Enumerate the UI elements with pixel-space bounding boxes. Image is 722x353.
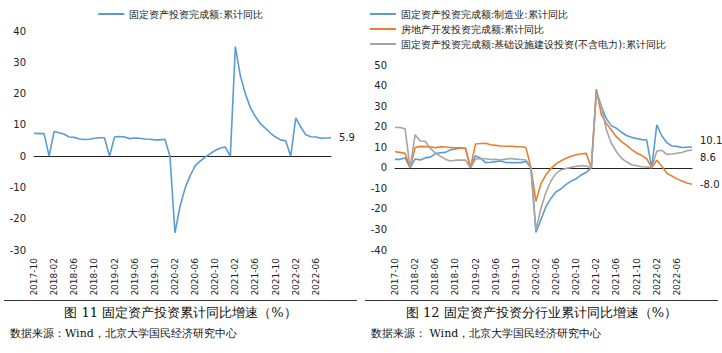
svg-text:0: 0 [20, 151, 26, 162]
svg-text:50: 50 [374, 60, 387, 71]
svg-text:-20: -20 [371, 203, 387, 214]
svg-text:0: 0 [381, 162, 387, 173]
svg-text:2020-02: 2020-02 [170, 258, 180, 296]
svg-text:2021-10: 2021-10 [632, 258, 642, 296]
svg-text:固定资产投资完成额:累计同比: 固定资产投资完成额:累计同比 [129, 9, 262, 20]
svg-text:2021-10: 2021-10 [271, 258, 281, 296]
svg-text:2020-06: 2020-06 [190, 258, 200, 296]
svg-text:2019-02: 2019-02 [110, 258, 120, 296]
svg-text:10: 10 [13, 119, 26, 130]
svg-text:2021-06: 2021-06 [250, 258, 260, 296]
svg-text:2021-02: 2021-02 [230, 258, 240, 296]
svg-text:2022-06: 2022-06 [311, 258, 321, 296]
svg-text:-30: -30 [371, 224, 387, 235]
svg-text:2018-10: 2018-10 [450, 258, 460, 296]
svg-text:2022-02: 2022-02 [291, 258, 301, 296]
svg-text:固定资产投资完成额:制造业:累计同比: 固定资产投资完成额:制造业:累计同比 [401, 9, 568, 20]
svg-text:8.6: 8.6 [700, 152, 716, 163]
svg-text:2020-06: 2020-06 [551, 258, 561, 296]
svg-text:2022-02: 2022-02 [652, 258, 662, 296]
svg-text:10.1: 10.1 [700, 135, 722, 146]
svg-text:30: 30 [374, 101, 387, 112]
svg-text:-20: -20 [10, 213, 26, 224]
svg-text:20: 20 [13, 88, 26, 99]
svg-text:2018-02: 2018-02 [49, 258, 59, 296]
svg-text:2020-02: 2020-02 [531, 258, 541, 296]
svg-text:2019-02: 2019-02 [471, 258, 481, 296]
svg-text:30: 30 [13, 57, 26, 68]
svg-text:20: 20 [374, 121, 387, 132]
svg-text:2021-02: 2021-02 [591, 258, 601, 296]
svg-text:2017-10: 2017-10 [29, 258, 39, 296]
svg-text:40: 40 [374, 80, 387, 91]
svg-text:40: 40 [13, 26, 26, 37]
svg-text:2019-10: 2019-10 [511, 258, 521, 296]
svg-text:-30: -30 [10, 245, 26, 256]
svg-text:2018-06: 2018-06 [430, 258, 440, 296]
svg-text:-8.0: -8.0 [700, 179, 720, 190]
svg-text:2018-06: 2018-06 [69, 258, 79, 296]
svg-text:2018-10: 2018-10 [89, 258, 99, 296]
svg-text:2020-10: 2020-10 [571, 258, 581, 296]
svg-text:-10: -10 [371, 183, 387, 194]
html-text:图 12 固定资产投资分行业累计同比增速（%）: 图 12 固定资产投资分行业累计同比增速（%） [405, 305, 678, 320]
html-text:数据来源：Wind，北京大学国民经济研究中心: 数据来源：Wind，北京大学国民经济研究中心 [10, 327, 237, 340]
svg-text:2022-06: 2022-06 [672, 258, 682, 296]
svg-text:5.9: 5.9 [339, 132, 355, 143]
svg-text:10: 10 [374, 142, 387, 153]
svg-text:2019-06: 2019-06 [491, 258, 501, 296]
svg-text:2019-10: 2019-10 [150, 258, 160, 296]
svg-text:2020-10: 2020-10 [210, 258, 220, 296]
svg-text:固定资产投资完成额:基础设施建设投资(不含电力):累计同比: 固定资产投资完成额:基础设施建设投资(不含电力):累计同比 [401, 39, 666, 50]
svg-text:-40: -40 [371, 245, 387, 256]
svg-text:2018-02: 2018-02 [410, 258, 420, 296]
html-text:图 11 固定资产投资累计同比增速（%）: 图 11 固定资产投资累计同比增速（%） [64, 305, 297, 320]
svg-text:2017-10: 2017-10 [390, 258, 400, 296]
svg-text:2021-06: 2021-06 [611, 258, 621, 296]
svg-text:房地产开发投资完成额:累计同比: 房地产开发投资完成额:累计同比 [401, 24, 544, 35]
svg-text:-10: -10 [10, 182, 26, 193]
html-text:数据来源： Wind，北京大学国民经济研究中心: 数据来源： Wind，北京大学国民经济研究中心 [371, 327, 602, 340]
svg-text:2019-06: 2019-06 [130, 258, 140, 296]
